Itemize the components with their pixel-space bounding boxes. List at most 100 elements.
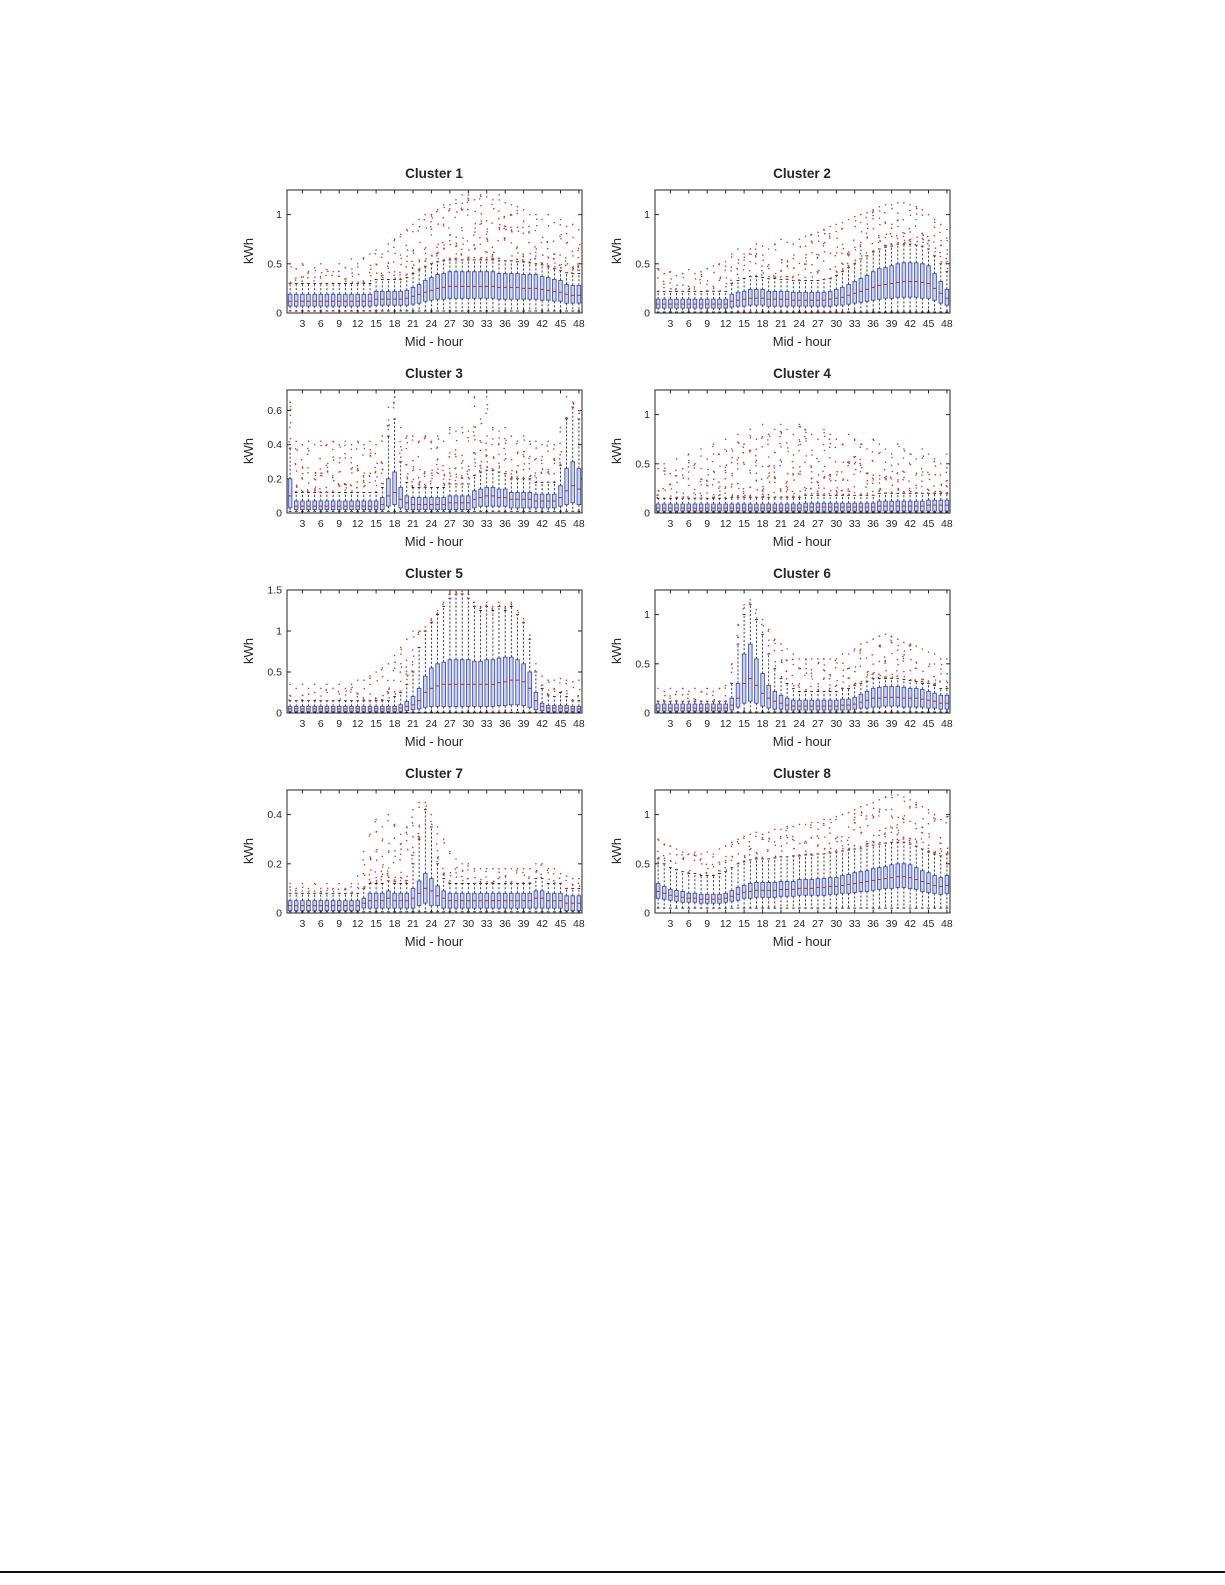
x-axis-label: Mid - hour [405,334,464,349]
cluster-1-boxplot: Cluster 1 kWh Mid - hour 3 6 9 12 15 18 21 24 27… [239,165,607,360]
svg-text:3: 3 [299,318,305,330]
svg-text:0.5: 0.5 [267,258,282,270]
svg-text:0: 0 [644,508,650,520]
svg-text:1: 1 [644,609,650,621]
svg-text:18: 18 [757,718,769,730]
cluster-4-plot-svg: Cluster 4 kWh Mid - hour 3 6 9 12 15 18 21 24 27… [609,366,953,549]
svg-text:9: 9 [704,718,710,730]
cluster-5-boxplot: Cluster 5 kWh Mid - hour 3 6 9 12 15 18 21 24 27… [239,565,607,760]
svg-text:15: 15 [738,318,750,330]
svg-text:6: 6 [318,918,324,930]
svg-text:0.6: 0.6 [267,405,282,417]
svg-text:39: 39 [886,318,898,330]
cluster-4-boxplot: Cluster 4 kWh Mid - hour 3 6 9 12 15 18 21 24 27… [607,365,975,560]
svg-text:45: 45 [923,518,935,530]
svg-text:30: 30 [830,318,842,330]
svg-text:3: 3 [667,518,673,530]
svg-text:0.5: 0.5 [635,458,650,470]
svg-text:0.5: 0.5 [635,658,650,670]
svg-text:36: 36 [867,318,879,330]
svg-text:27: 27 [812,318,824,330]
svg-text:6: 6 [686,318,692,330]
svg-text:6: 6 [318,318,324,330]
svg-text:0.2: 0.2 [267,473,282,485]
y-axis-label: kWh [241,638,256,664]
svg-text:9: 9 [336,718,342,730]
svg-text:39: 39 [518,718,530,730]
svg-text:0: 0 [276,308,282,320]
svg-text:30: 30 [462,918,474,930]
svg-text:3: 3 [299,918,305,930]
svg-text:6: 6 [318,718,324,730]
svg-text:15: 15 [738,718,750,730]
svg-text:45: 45 [555,918,567,930]
subplot-title: Cluster 4 [773,366,831,381]
cluster-3-plot-svg: Cluster 3 kWh Mid - hour 3 6 9 12 15 18 21 24 27… [241,366,585,549]
svg-text:21: 21 [407,718,419,730]
svg-text:15: 15 [370,718,382,730]
svg-text:12: 12 [352,518,364,530]
svg-text:24: 24 [794,918,806,930]
svg-text:24: 24 [426,918,438,930]
svg-text:45: 45 [555,318,567,330]
svg-text:42: 42 [904,918,916,930]
subplot-title: Cluster 5 [405,566,463,581]
svg-text:42: 42 [536,718,548,730]
svg-text:48: 48 [573,318,585,330]
page-bottom-rule [0,1571,1225,1573]
cluster-3-boxplot: Cluster 3 kWh Mid - hour 3 6 9 12 15 18 21 24 27… [239,365,607,560]
svg-text:18: 18 [389,718,401,730]
subplot-title: Cluster 6 [773,566,831,581]
subplot-grid: Cluster 1 kWh Mid - hour 3 6 9 12 15 18 21 24 27… [239,165,975,960]
svg-text:9: 9 [336,318,342,330]
svg-text:24: 24 [794,718,806,730]
svg-text:0: 0 [276,508,282,520]
svg-text:36: 36 [867,518,879,530]
svg-text:9: 9 [704,518,710,530]
svg-text:18: 18 [389,918,401,930]
x-axis-label: Mid - hour [773,534,832,549]
svg-text:48: 48 [573,718,585,730]
svg-text:12: 12 [720,918,732,930]
svg-text:21: 21 [775,718,787,730]
svg-text:30: 30 [462,318,474,330]
svg-text:27: 27 [812,918,824,930]
cluster-1-plot-svg: Cluster 1 kWh Mid - hour 3 6 9 12 15 18 21 24 27… [241,166,585,349]
svg-text:42: 42 [904,318,916,330]
svg-text:24: 24 [426,718,438,730]
svg-text:0: 0 [644,908,650,920]
svg-text:33: 33 [849,318,861,330]
cluster-2-boxplot: Cluster 2 kWh Mid - hour 3 6 9 12 15 18 21 24 27… [607,165,975,360]
svg-text:0: 0 [276,908,282,920]
svg-text:1: 1 [644,409,650,421]
svg-text:30: 30 [462,518,474,530]
cluster-6-plot-svg: Cluster 6 kWh Mid - hour 3 6 9 12 15 18 21 24 27… [609,566,953,749]
svg-text:42: 42 [904,718,916,730]
svg-text:39: 39 [518,918,530,930]
svg-text:30: 30 [830,918,842,930]
svg-text:3: 3 [667,318,673,330]
svg-text:1.5: 1.5 [267,585,282,597]
svg-text:39: 39 [518,318,530,330]
svg-text:0.5: 0.5 [635,258,650,270]
svg-text:3: 3 [667,718,673,730]
svg-text:42: 42 [536,518,548,530]
x-axis-label: Mid - hour [773,934,832,949]
svg-text:18: 18 [757,918,769,930]
svg-text:27: 27 [812,718,824,730]
svg-text:30: 30 [462,718,474,730]
svg-text:21: 21 [775,518,787,530]
svg-text:6: 6 [686,518,692,530]
svg-text:12: 12 [720,718,732,730]
svg-text:21: 21 [775,318,787,330]
svg-text:24: 24 [794,318,806,330]
svg-text:48: 48 [941,318,953,330]
svg-text:39: 39 [518,518,530,530]
svg-text:24: 24 [426,318,438,330]
svg-text:48: 48 [573,518,585,530]
svg-text:1: 1 [276,626,282,638]
cluster-8-boxplot: Cluster 8 kWh Mid - hour 3 6 9 12 15 18 21 24 27… [607,765,975,960]
